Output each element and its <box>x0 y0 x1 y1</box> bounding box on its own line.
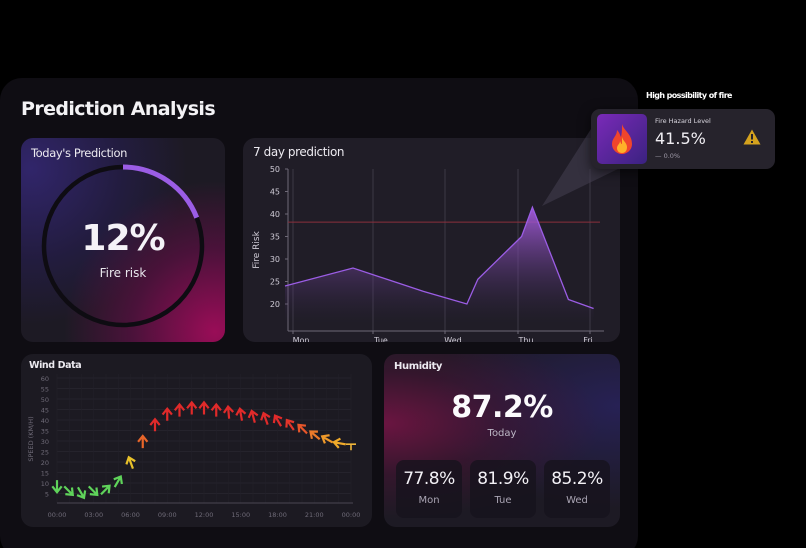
svg-text:SPEED (KM/H): SPEED (KM/H) <box>27 416 35 461</box>
humidity-card: Humidity 87.2% Today 77.8% Mon 81.9% Tue… <box>384 354 620 527</box>
wind-arrow <box>51 480 63 494</box>
svg-text:09:00: 09:00 <box>158 511 177 519</box>
wind-arrow <box>222 404 235 419</box>
svg-text:20: 20 <box>270 300 280 309</box>
humidity-day-wed[interactable]: 85.2% Wed <box>544 460 610 518</box>
wind-arrow <box>100 484 111 496</box>
wind-arrow <box>186 400 198 415</box>
wind-data-card: Wind Data 5 10 15 20 25 30 35 40 45 50 55 60 00:00 03… <box>21 354 372 527</box>
svg-text:25: 25 <box>41 449 49 457</box>
svg-text:Thu: Thu <box>517 336 533 342</box>
wind-arrow <box>198 400 210 415</box>
svg-text:Fri: Fri <box>583 336 593 342</box>
wind-arrow <box>309 430 321 441</box>
fire-risk-line-chart[interactable]: 20 25 30 35 40 45 50 Mon Tue Wed Thu Fri Fire Risk <box>243 138 620 342</box>
progress-ring <box>41 164 205 328</box>
fire-risk-label: Fire risk <box>99 266 147 280</box>
wind-arrow <box>235 407 247 421</box>
humidity-day-value: 81.9% <box>477 469 529 489</box>
svg-text:30: 30 <box>41 438 49 446</box>
wind-arrow <box>272 414 283 427</box>
wind-arrow <box>137 434 149 449</box>
ring-progress <box>122 164 200 219</box>
wind-arrow <box>332 437 346 449</box>
svg-text:00:00: 00:00 <box>342 511 361 519</box>
wind-data-title: Wind Data <box>29 360 82 371</box>
svg-text:20: 20 <box>41 459 49 467</box>
svg-text:Tue: Tue <box>373 336 388 342</box>
svg-text:Wed: Wed <box>444 336 461 342</box>
svg-text:25: 25 <box>270 278 280 287</box>
svg-text:40: 40 <box>270 210 280 219</box>
svg-text:40: 40 <box>41 417 49 425</box>
wind-arrow <box>76 486 87 500</box>
svg-text:18:00: 18:00 <box>268 511 287 519</box>
svg-text:55: 55 <box>41 386 49 394</box>
fire-risk-value: 12% <box>81 218 165 259</box>
fire-icon <box>597 114 647 164</box>
page-title: Prediction Analysis <box>21 98 216 120</box>
today-prediction-title: Today's Prediction <box>31 146 127 160</box>
humidity-today-value: 87.2% <box>451 390 553 425</box>
svg-text:Fire Risk: Fire Risk <box>252 230 262 268</box>
humidity-day-label: Wed <box>566 495 588 506</box>
wind-arrow <box>260 411 271 425</box>
wind-arrow <box>346 443 356 451</box>
tooltip-heading: High possibility of fire <box>646 91 732 100</box>
wind-arrow <box>63 485 75 497</box>
wind-arrow <box>210 402 222 417</box>
svg-text:45: 45 <box>41 407 49 415</box>
wind-arrow <box>247 409 259 423</box>
wind-arrow <box>285 418 295 431</box>
svg-text:45: 45 <box>270 188 280 197</box>
svg-text:35: 35 <box>41 428 49 436</box>
wind-arrow <box>113 475 123 488</box>
svg-text:30: 30 <box>270 255 280 264</box>
svg-text:21:00: 21:00 <box>305 511 324 519</box>
today-prediction-card: Today's Prediction 12% Fire risk <box>21 138 225 342</box>
humidity-day-value: 85.2% <box>551 469 603 489</box>
wind-arrow <box>161 406 173 421</box>
wind-arrow <box>173 402 186 417</box>
wind-arrow <box>297 423 308 435</box>
svg-text:5: 5 <box>45 491 49 499</box>
svg-text:00:00: 00:00 <box>48 511 67 519</box>
svg-text:50: 50 <box>270 165 280 174</box>
humidity-today-label: Today <box>487 428 517 439</box>
humidity-title: Humidity <box>394 361 443 372</box>
seven-day-title: 7 day prediction <box>253 145 345 159</box>
humidity-day-tue[interactable]: 81.9% Tue <box>470 460 536 518</box>
humidity-day-value: 77.8% <box>403 469 455 489</box>
svg-text:03:00: 03:00 <box>84 511 103 519</box>
svg-text:60: 60 <box>41 375 49 383</box>
wind-arrow <box>87 485 99 497</box>
wind-arrow <box>320 434 334 444</box>
tooltip-delta: — 0.0% <box>655 152 681 160</box>
humidity-day-mon[interactable]: 77.8% Mon <box>396 460 462 518</box>
tooltip-value: 41.5% <box>655 129 706 148</box>
fire-hazard-tooltip: Fire Hazard Level 41.5% — 0.0% <box>591 109 775 169</box>
humidity-day-label: Tue <box>494 495 512 506</box>
seven-day-prediction-card: 7 day prediction 20 25 30 35 40 45 50 Mon Tue Wed… <box>243 138 620 342</box>
wind-arrow <box>149 417 161 432</box>
svg-text:12:00: 12:00 <box>195 511 214 519</box>
svg-text:10: 10 <box>41 480 49 488</box>
wind-speed-chart[interactable]: 5 10 15 20 25 30 35 40 45 50 55 60 00:00 03:00 06:00 09… <box>21 354 372 527</box>
humidity-day-label: Mon <box>418 495 440 506</box>
svg-text:15:00: 15:00 <box>231 511 250 519</box>
svg-text:15: 15 <box>41 470 49 478</box>
tooltip-label: Fire Hazard Level <box>655 117 711 125</box>
svg-text:06:00: 06:00 <box>121 511 140 519</box>
svg-text:Mon: Mon <box>293 336 310 342</box>
svg-text:35: 35 <box>270 233 280 242</box>
svg-text:50: 50 <box>41 396 49 404</box>
wind-arrow <box>125 455 136 470</box>
warning-icon <box>743 129 761 145</box>
